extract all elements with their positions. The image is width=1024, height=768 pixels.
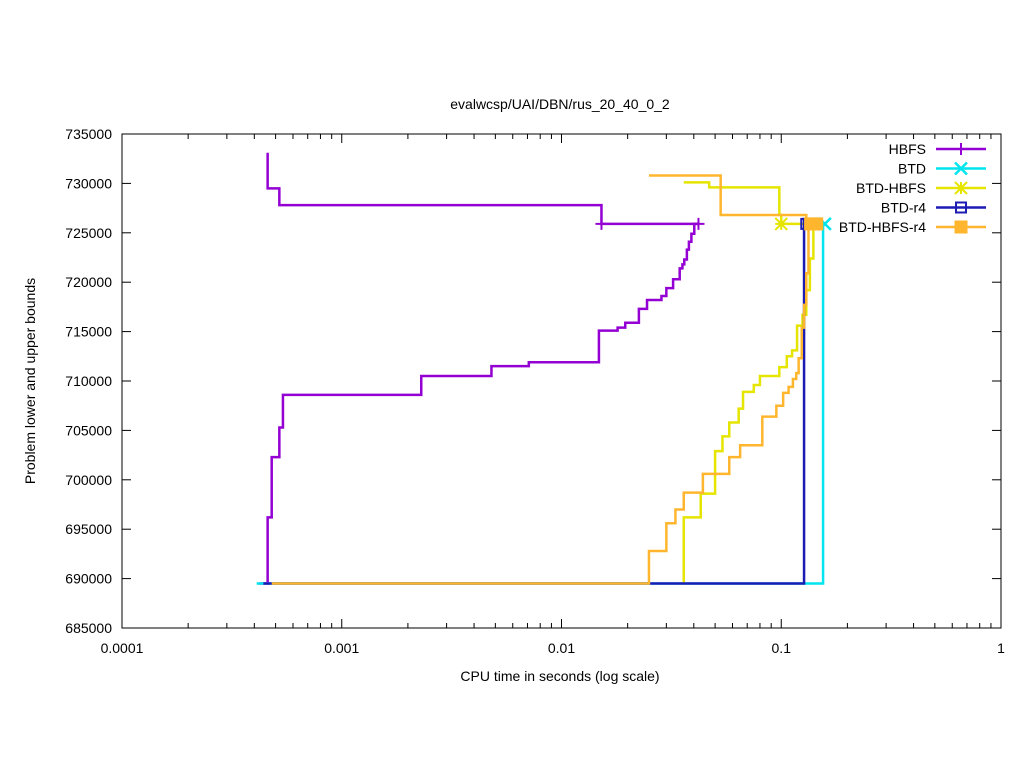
chart-title: evalwcsp/UAI/DBN/rus_20_40_0_2 <box>450 96 670 112</box>
x-tick-label: 0.1 <box>772 640 792 656</box>
y-tick-label: 710000 <box>65 373 112 389</box>
legend-swatch-marker <box>954 220 968 234</box>
y-tick-label: 725000 <box>65 225 112 241</box>
series-line-btd-hbfs <box>682 223 815 584</box>
legend-label: BTD-r4 <box>881 200 926 216</box>
series-line-hbfs <box>258 222 699 585</box>
y-tick-label: 715000 <box>65 324 112 340</box>
series-marker-btd-hbfs-r4 <box>810 217 824 231</box>
plot-border <box>121 133 1002 629</box>
y-tick-label: 690000 <box>65 571 112 587</box>
legend-item-btd-r4: BTD-r4 <box>881 200 986 216</box>
series-btd-r4 <box>263 217 813 585</box>
series-line-btd-hbfs <box>683 181 814 226</box>
series-layer <box>256 152 832 585</box>
legend-item-hbfs: HBFS <box>889 141 986 157</box>
legend: HBFS BTD BTD-HBFS BTD-r4 BTD-HBFS-r4 <box>839 141 986 235</box>
x-tick-label: 0.0001 <box>101 640 144 656</box>
y-tick-label: 700000 <box>65 472 112 488</box>
legend-label: HBFS <box>889 141 926 157</box>
series-line-btd-r4 <box>263 217 810 585</box>
legend-swatch-marker <box>955 143 967 155</box>
series-btd-hbfs-r4 <box>271 174 824 585</box>
series-btd <box>256 217 832 585</box>
legend-swatch-marker <box>954 161 968 176</box>
series-marker-btd-hbfs <box>774 217 788 231</box>
y-axis-label: Problem lower and upper bounds <box>22 278 38 484</box>
series-marker-hbfs <box>595 217 608 230</box>
y-axis-ticks: 685000 690000 695000 700000 705000 710000 7150… <box>65 126 1001 636</box>
series-line-btd <box>256 223 825 585</box>
legend-swatch-marker <box>955 201 967 214</box>
y-tick-label: 730000 <box>65 175 112 191</box>
x-tick-label: 1 <box>997 640 1005 656</box>
y-tick-label: 720000 <box>65 274 112 290</box>
y-tick-label: 685000 <box>65 620 112 636</box>
legend-item-btd: BTD <box>898 161 986 177</box>
x-tick-label: 0.001 <box>324 640 359 656</box>
series-line-btd-hbfs-r4 <box>648 174 817 226</box>
x-axis-label: CPU time in seconds (log scale) <box>460 668 659 684</box>
series-hbfs <box>258 152 705 585</box>
legend-label: BTD-HBFS <box>856 180 926 196</box>
legend-swatch-marker <box>954 181 968 195</box>
y-tick-label: 695000 <box>65 521 112 537</box>
series-line-btd-hbfs-r4 <box>271 222 817 585</box>
x-axis-ticks: 0.0001 0.001 0.01 0.1 1 <box>101 134 1005 656</box>
y-tick-label: 735000 <box>65 126 112 142</box>
plot-frame <box>121 133 1002 629</box>
series-line-hbfs <box>266 152 699 226</box>
x-tick-label: 0.01 <box>548 640 575 656</box>
y-tick-label: 705000 <box>65 422 112 438</box>
legend-item-btd-hbfs-r4: BTD-HBFS-r4 <box>839 219 986 235</box>
series-marker-hbfs <box>692 217 705 230</box>
legend-item-btd-hbfs: BTD-HBFS <box>856 180 986 196</box>
series-btd-hbfs <box>682 181 821 584</box>
legend-label: BTD <box>898 161 926 177</box>
legend-label: BTD-HBFS-r4 <box>839 219 926 235</box>
